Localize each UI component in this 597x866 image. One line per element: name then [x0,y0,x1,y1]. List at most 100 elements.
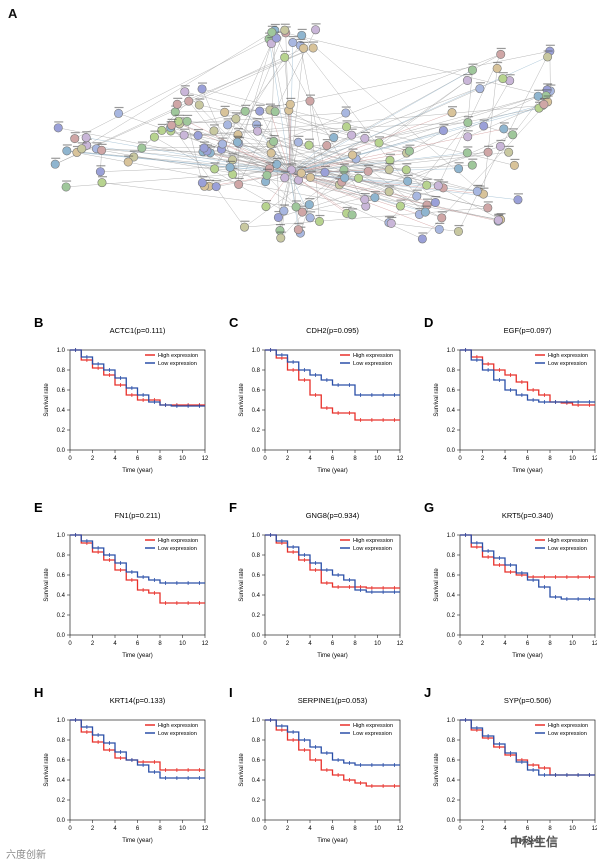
network-node [180,87,190,97]
legend-entry-high: High expression [353,538,393,544]
x-tick-label: 4 [113,641,117,647]
x-tick-label: 4 [308,456,312,462]
network-node-label [252,118,262,120]
network-node-label [431,195,441,198]
network-edge [273,141,291,174]
x-tick-label: 8 [158,456,162,462]
network-node [339,165,349,175]
network-node-label [439,181,449,183]
y-axis-label: Survival rate [44,568,50,602]
x-tick-label: 10 [569,456,576,462]
survival-panel-b: B ACTC1(p=0.111) 0.0 0.2 0.4 0.6 0.8 1.0 0 2 4 6 8 10… [30,315,220,480]
network-edge [154,136,285,212]
panel-letter: J [424,685,431,700]
x-axis-label: Time (year) [122,653,152,659]
network-node [95,167,105,177]
survival-panel-g: G KRT5(p=0.340) 0.0 0.2 0.4 0.6 0.8 1.0 0 2 4 6 8 10 1… [420,500,597,665]
network-node-label [309,41,319,43]
network-node-label [360,192,370,195]
network-node [273,212,283,222]
legend-entry-high: High expression [158,353,198,359]
protein-interaction-network [50,23,556,244]
network-node [253,126,263,136]
y-axis-label: Survival rate [44,753,50,787]
y-tick-label: 0.0 [57,818,66,824]
network-node [533,91,543,101]
legend-entry-high: High expression [548,723,588,729]
chart-title: KRT5(p=0.340) [502,511,554,520]
network-node [341,108,351,118]
network-edges [55,29,551,240]
network-node-label [77,142,87,144]
x-tick-label: 10 [569,641,576,647]
network-node [286,165,296,175]
network-node-label [255,104,265,106]
y-tick-label: 0.4 [252,408,261,414]
network-edge [66,150,366,207]
network-edge [406,169,501,220]
network-node [384,187,394,197]
network-node-label [538,98,548,101]
network-node [499,124,509,134]
network-node [62,146,72,156]
network-node-label [54,121,64,123]
network-node-label [96,165,106,167]
panel-letter: E [34,500,43,515]
network-node-label [150,130,160,132]
network-node-label [496,139,506,142]
network-node-label [370,191,380,193]
network-node [386,218,396,228]
network-node-label [97,176,107,178]
network-node-label [270,23,280,26]
x-tick-label: 10 [374,641,381,647]
network-node-label [97,143,107,145]
network-edge [237,134,291,174]
network-node-label [468,63,478,65]
network-node-label [304,138,314,140]
network-node [218,139,228,149]
network-node-label [272,157,282,159]
network-node-label [280,171,290,173]
watermark-left: 六度创新 [6,850,46,861]
network-node [272,159,282,169]
network-node-label [184,94,194,96]
y-tick-label: 1.0 [447,348,456,354]
network-node-label [262,168,272,170]
legend-entry-high: High expression [353,353,393,359]
network-edge [201,88,515,166]
network-node-label [286,97,296,100]
network-node [504,147,514,157]
network-node-label [320,165,330,168]
network-edge [458,51,551,232]
network-edge [66,150,291,174]
survival-panel-c: C CDH2(p=0.095) 0.0 0.2 0.4 0.6 0.8 1.0 0 2 4 6 8 10 1… [225,315,415,480]
network-node [227,155,237,165]
network-edge [288,110,334,138]
y-tick-label: 0.6 [447,573,456,579]
network-edge [96,148,277,165]
network-node [311,25,321,35]
network-node-label [137,141,147,143]
survival-panel-i: I SERPINE1(p=0.053) 0.0 0.2 0.4 0.6 0.8 1.0 0 2 4 6… [225,685,415,850]
network-node-label [499,122,509,124]
network-node [305,172,315,182]
network-node-label [342,206,352,209]
y-tick-label: 0.2 [252,613,261,619]
network-node [97,178,107,188]
network-edge [74,38,270,139]
network-node [61,182,71,192]
network-node-label [174,114,184,116]
x-tick-label: 6 [136,456,140,462]
network-edge [378,80,468,144]
y-tick-label: 0.6 [447,388,456,394]
x-tick-label: 0 [68,641,72,647]
network-node-label [439,124,449,126]
x-tick-label: 2 [286,641,290,647]
network-node [463,118,473,128]
series-line-low [460,349,595,403]
chart-title: EGF(p=0.097) [504,326,552,335]
chart-title: GNG8(p=0.934) [306,511,360,520]
network-edge [170,50,550,128]
network-node-label [306,170,316,173]
x-tick-label: 8 [158,641,162,647]
